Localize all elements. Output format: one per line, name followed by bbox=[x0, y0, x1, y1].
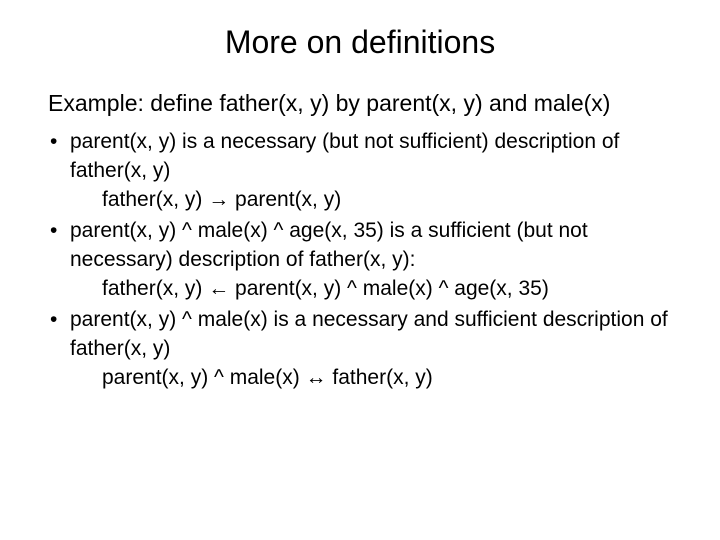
bullet-formula: father(x, y) → parent(x, y) bbox=[70, 186, 672, 215]
list-item: • parent(x, y) is a necessary (but not s… bbox=[48, 128, 672, 215]
bullet-body: parent(x, y) is a necessary (but not suf… bbox=[70, 128, 672, 186]
bullet-formula: father(x, y) ← parent(x, y) ^ male(x) ^ … bbox=[70, 275, 672, 304]
bullet-marker: • bbox=[50, 217, 57, 246]
bullet-marker: • bbox=[50, 306, 57, 335]
bullet-formula: parent(x, y) ^ male(x) ↔ father(x, y) bbox=[70, 364, 672, 393]
list-item: • parent(x, y) ^ male(x) ^ age(x, 35) is… bbox=[48, 217, 672, 304]
list-item: • parent(x, y) ^ male(x) is a necessary … bbox=[48, 306, 672, 393]
bullet-list: • parent(x, y) is a necessary (but not s… bbox=[48, 128, 672, 393]
bullet-marker: • bbox=[50, 128, 57, 157]
bullet-body: parent(x, y) ^ male(x) ^ age(x, 35) is a… bbox=[70, 217, 672, 275]
bullet-body: parent(x, y) ^ male(x) is a necessary an… bbox=[70, 306, 672, 364]
example-intro: Example: define father(x, y) by parent(x… bbox=[48, 89, 672, 118]
page-title: More on definitions bbox=[48, 24, 672, 61]
